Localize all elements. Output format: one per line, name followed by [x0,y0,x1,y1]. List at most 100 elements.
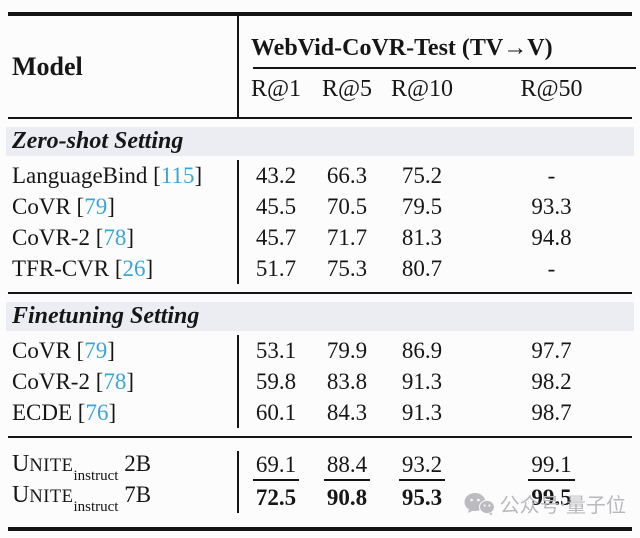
value-cell: 69.1 [239,452,313,481]
table-row: CoVR-2 [78] 45.7 71.7 81.3 94.8 [0,222,640,253]
model-name: TFR-CVR [26] [0,256,237,282]
value-cell: 88.4 [313,452,381,481]
citation-close-bracket: ] [194,162,203,188]
value-cell: 79.9 [326,337,368,363]
table-header: Model WebVid-CoVR-Test (TV→V) R@1 R@5 R@10… [0,16,640,117]
second-best-value: 93.2 [398,453,446,481]
section: Zero-shot Setting LanguageBind [115] 43.2 6… [0,119,640,292]
second-best-value: 69.1 [252,453,300,481]
best-value: 99.5 [531,484,572,510]
value-cell: 91.3 [401,368,443,394]
citation-link: 79 [84,337,108,363]
model-name-smallcaps: NITE [29,487,74,508]
value-cell: 98.7 [531,399,572,425]
metric-header-r10: R@10 [390,75,454,102]
row-values: 59.8 83.8 91.3 98.2 [237,366,640,397]
row-values: 45.7 71.7 81.3 94.8 [237,222,640,253]
best-value: 72.5 [255,484,297,510]
citation-close-bracket: ] [107,337,115,363]
citation-link: 79 [84,193,108,219]
model-name: CoVR [79] [0,338,237,364]
table-bottom-rule [8,527,632,531]
header-bottom-rule [8,117,632,119]
metric-header-r1: R@1 [250,75,302,102]
value-cell: 80.7 [401,255,443,281]
value-cell: 45.7 [255,224,297,250]
cmidrule [253,66,636,69]
value-cell: 86.9 [401,337,443,363]
ours-row: UNITEinstruct 2B 69.1 88.4 93.2 99.1 [0,451,640,484]
value-cell: 75.3 [326,255,368,281]
row-values: 51.7 75.3 80.7 - [237,253,640,284]
section-title: Finetuning Setting [6,302,634,331]
value-cell: 81.3 [401,224,443,250]
table-body-sections: Zero-shot Setting LanguageBind [115] 43.2 6… [0,119,640,436]
results-header-group: WebVid-CoVR-Test (TV→V) R@1 R@5 R@10 R@50 [237,16,640,117]
model-label: CoVR [ [12,337,85,363]
value-cell: 93.2 [381,452,463,481]
ours-row: UNITEinstruct 7B 72.5 90.8 95.3 99.5 [0,482,640,515]
section-divider-rule [8,292,632,294]
value-cell: 99.1 [463,452,640,481]
value-cell: 72.5 [239,485,313,511]
citation-link: 76 [85,399,109,425]
value-cell: 66.3 [326,162,368,188]
ours-model-name: UNITEinstruct 7B [0,482,237,515]
second-best-value: 99.1 [528,453,575,481]
value-cell: 91.3 [401,399,443,425]
row-values: 53.1 79.9 86.9 97.7 [237,335,640,366]
value-cell: 83.8 [326,368,368,394]
citation-link: 78 [103,368,127,394]
best-value: 90.8 [326,484,368,510]
model-name: CoVR-2 [78] [0,369,237,395]
citation-close-bracket: ] [126,368,135,394]
value-cell: 70.5 [326,193,368,219]
value-cell: 79.5 [401,193,443,219]
model-label: LanguageBind [ [12,162,161,188]
model-label: ECDE [ [12,399,86,425]
top-margin [0,0,640,12]
table-row: CoVR [79] 53.1 79.9 86.9 97.7 [0,335,640,366]
value-cell: 53.1 [255,337,297,363]
table-row: CoVR-2 [78] 59.8 83.8 91.3 98.2 [0,366,640,397]
citation-link: 115 [160,162,195,188]
model-label: CoVR-2 [ [12,368,104,394]
model-label: TFR-CVR [ [12,255,123,281]
model-name-subscript: instruct [73,467,119,484]
value-cell: 84.3 [326,399,368,425]
model-name: ECDE [76] [0,400,237,426]
model-size-label: 7B [118,482,152,508]
value-cell: 98.2 [531,368,572,394]
model-label: CoVR [ [12,193,85,219]
section-title: Zero-shot Setting [6,127,634,156]
value-cell: 93.3 [531,193,572,219]
table-row: TFR-CVR [26] 51.7 75.3 80.7 - [0,253,640,284]
model-label: CoVR-2 [ [12,224,104,250]
value-cell: 97.7 [531,337,572,363]
value-cell: 60.1 [255,399,297,425]
value-cell: 95.3 [381,485,463,511]
metric-header-r5: R@5 [321,75,373,102]
value-cell: 45.5 [255,193,297,219]
table-row: ECDE [76] 60.1 84.3 91.3 98.7 [0,397,640,428]
value-cell: - [547,162,556,188]
value-cell: 51.7 [255,255,297,281]
model-name-smallcaps: NITE [29,456,74,477]
benchmark-group-header: WebVid-CoVR-Test (TV→V) [251,34,553,61]
model-name: CoVR [79] [0,194,237,220]
model-name-initial: U [12,451,30,478]
row-values: 60.1 84.3 91.3 98.7 [237,397,640,428]
value-cell: 90.8 [313,485,381,511]
best-value: 95.3 [401,484,443,510]
citation-link: 26 [122,255,146,281]
table-row: LanguageBind [115] 43.2 66.3 75.2 - [0,160,640,191]
citation-close-bracket: ] [126,224,135,250]
model-name-initial: U [12,482,30,509]
ours-top-rule [8,436,632,438]
metric-column-headers: R@1 R@5 R@10 R@50 [239,69,640,103]
row-values: 43.2 66.3 75.2 - [237,160,640,191]
value-cell: - [547,255,556,281]
ours-row-values: 69.1 88.4 93.2 99.1 [237,451,640,482]
citation-link: 78 [103,224,127,250]
